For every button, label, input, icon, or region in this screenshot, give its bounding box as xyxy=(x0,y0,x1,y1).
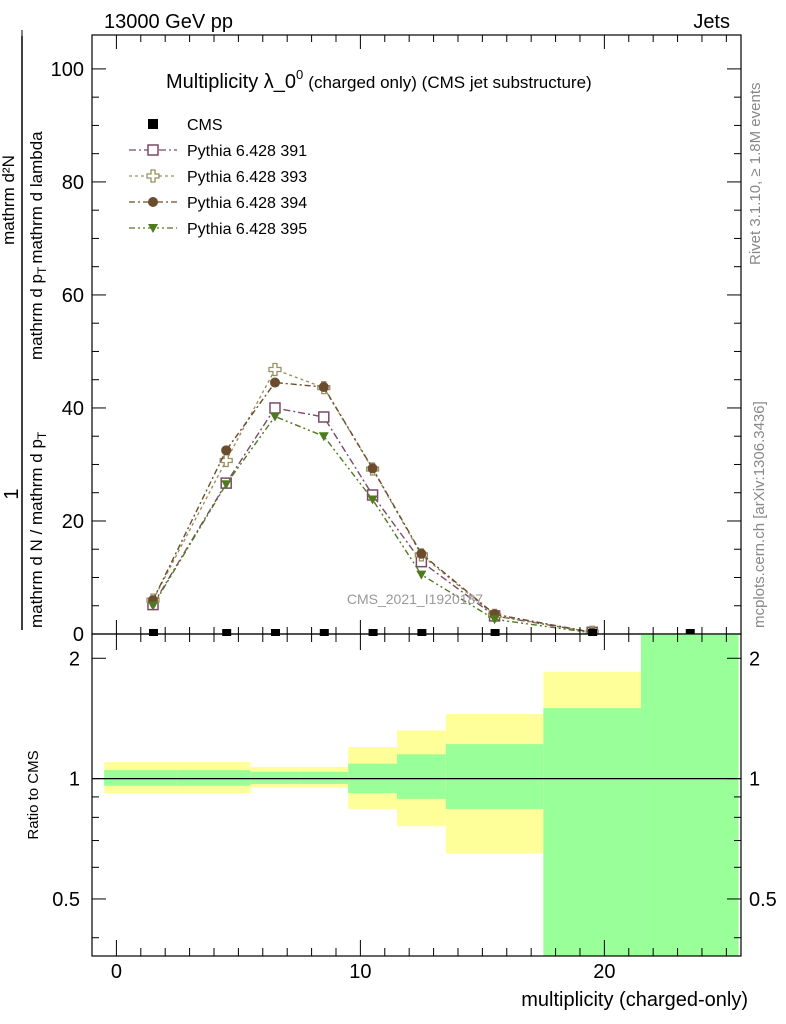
main-y-ticks: 0 20 40 60 80 100 xyxy=(51,59,741,646)
ratio-ytick-label-right-0.5: 0.5 xyxy=(749,889,777,911)
cms-point-6 xyxy=(417,629,427,636)
ratio-xtick-label-20: 20 xyxy=(593,961,615,983)
series-4-point-5 xyxy=(367,495,378,505)
legend-entry-3: Pythia 6.428 393 xyxy=(129,169,307,186)
cms-point-9 xyxy=(685,629,695,636)
series-2-point-2 xyxy=(219,453,233,468)
ratio-y-label: Ratio to CMS xyxy=(25,750,42,839)
series-line-4 xyxy=(152,415,593,634)
legend-label-3: Pythia 6.428 393 xyxy=(187,169,307,186)
ratio-stat-band-7 xyxy=(445,744,544,809)
ratio-ytick-label-right-2: 2 xyxy=(749,648,760,670)
series-2-point-3 xyxy=(268,362,282,377)
ratio-ytick-label-left-1: 1 xyxy=(69,769,80,791)
ratio-ytick-label-left-0.5: 0.5 xyxy=(52,889,80,911)
rivet-version: Rivet 3.1.10, ≥ 1.8M events xyxy=(747,83,764,266)
ratio-stat-band-4 xyxy=(299,771,349,784)
cms-point-3 xyxy=(270,629,280,636)
ratio-ytick-label-right-1: 1 xyxy=(749,769,760,791)
series-3-point-2 xyxy=(221,445,232,456)
ratio-xtick-label-10: 10 xyxy=(349,961,371,983)
main-ytick-label-100: 100 xyxy=(51,59,84,81)
cms-point-7 xyxy=(490,629,500,636)
main-ytick-label-80: 80 xyxy=(62,172,84,194)
ylabel-lower: mathrm d N / mathrm d pT xyxy=(27,431,49,628)
cms-point-5 xyxy=(368,629,378,636)
ratio-x-ticks: 0 10 20 xyxy=(91,634,727,983)
series-4-point-6 xyxy=(416,570,427,580)
cms-point-4 xyxy=(319,629,329,636)
ratio-xtick-label-0: 0 xyxy=(111,961,122,983)
legend-marker-4 xyxy=(148,224,158,233)
legend-marker-1 xyxy=(147,144,159,156)
legend-entry-1: CMS xyxy=(148,117,223,134)
legend-label-4: Pythia 6.428 394 xyxy=(187,195,307,212)
main-ytick-label-20: 20 xyxy=(62,511,84,533)
legend-label-1: CMS xyxy=(187,117,223,134)
legend-entry-5: Pythia 6.428 395 xyxy=(129,221,307,238)
series-3-point-4 xyxy=(318,382,329,393)
watermark: CMS_2021_I1920187 xyxy=(347,591,483,607)
ratio-stat-band-1 xyxy=(104,770,178,786)
ratio-ytick-label-left-2: 2 xyxy=(69,648,80,670)
legend-marker-cms xyxy=(148,119,158,129)
legend-entry-4: Pythia 6.428 394 xyxy=(129,195,307,212)
main-title-rest: (charged only) (CMS jet substructure) xyxy=(308,73,591,92)
main-ytick-label-0: 0 xyxy=(73,624,84,646)
series-3-point-3 xyxy=(269,377,280,388)
cms-point-1 xyxy=(148,629,158,636)
x-axis-label: multiplicity (charged-only) xyxy=(521,989,748,1011)
series-3-point-6 xyxy=(416,548,427,559)
main-y-label: 1 mathrm d N / mathrm d pT mathrm d²N ma… xyxy=(0,30,49,630)
cms-point-8 xyxy=(588,629,598,636)
legend-label-2: Pythia 6.428 391 xyxy=(187,143,307,160)
series-4-point-4 xyxy=(318,432,329,442)
ratio-stat-band-2 xyxy=(177,770,251,786)
series-4-point-7 xyxy=(489,615,500,625)
ratio-frame xyxy=(91,633,742,957)
main-ytick-label-60: 60 xyxy=(62,285,84,307)
series-4-point-2 xyxy=(221,480,232,490)
series-1-point-4 xyxy=(318,411,330,423)
series-1-point-3 xyxy=(269,402,281,414)
legend-marker-2 xyxy=(146,169,160,183)
ratio-stat-band-6 xyxy=(396,754,446,799)
ylabel-numerator: mathrm d²N xyxy=(0,155,18,245)
main-title: Multiplicity λ_00 (charged only) (CMS jet… xyxy=(166,67,592,93)
series-4-point-1 xyxy=(147,601,158,611)
legend-label-5: Pythia 6.428 395 xyxy=(187,221,307,238)
ylabel-one: 1 xyxy=(1,488,23,499)
ylabel-denominator: mathrm d pTmathrm d lambda xyxy=(27,131,49,360)
legend-entry-2: Pythia 6.428 391 xyxy=(129,143,307,160)
mcplots-ref: mcplots.cern.ch [arXiv:1306.3436] xyxy=(751,401,768,628)
ratio-panel: 0.5 0.5 1 1 2 2 0 10 20 Ratio to CMS multiplici… xyxy=(25,633,777,1011)
ratio-y-ticks: 0.5 0.5 1 1 2 2 xyxy=(52,648,777,939)
ratio-bands xyxy=(104,634,739,956)
main-title-text: Multiplicity λ_0 xyxy=(166,71,296,93)
ratio-stat-band-3 xyxy=(250,771,300,784)
series-line-1 xyxy=(152,407,593,633)
series-4-point-3 xyxy=(269,412,280,422)
ratio-stat-band-9 xyxy=(640,634,739,956)
series-line-3 xyxy=(152,381,593,633)
series-line-2 xyxy=(152,368,593,633)
main-title-sup: 0 xyxy=(296,67,303,82)
series-3-point-5 xyxy=(367,463,378,474)
legend: CMS Pythia 6.428 391 Pythia 6.428 393 Pythi… xyxy=(129,117,307,238)
header-process: Jets xyxy=(693,11,730,33)
main-ytick-label-40: 40 xyxy=(62,398,84,420)
main-cms-points xyxy=(148,629,695,636)
ratio-stat-band-8 xyxy=(543,708,641,956)
main-x-ticks xyxy=(91,35,727,634)
cms-point-2 xyxy=(222,629,232,636)
legend-marker-3 xyxy=(148,197,158,207)
header-energy: 13000 GeV pp xyxy=(104,11,233,33)
